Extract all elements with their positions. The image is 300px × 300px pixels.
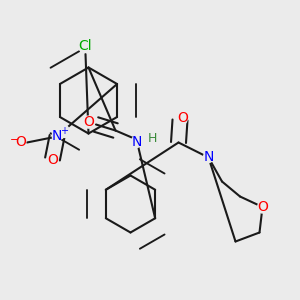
Ellipse shape	[79, 40, 92, 52]
Text: −: −	[10, 135, 19, 145]
Text: H: H	[147, 132, 157, 145]
Ellipse shape	[178, 112, 187, 124]
Ellipse shape	[84, 116, 93, 128]
Ellipse shape	[60, 125, 69, 137]
Ellipse shape	[48, 154, 57, 166]
Ellipse shape	[258, 201, 267, 213]
Ellipse shape	[147, 133, 157, 145]
Ellipse shape	[204, 151, 213, 163]
Text: N: N	[52, 129, 62, 142]
Text: O: O	[177, 112, 188, 125]
Text: O: O	[47, 154, 58, 167]
Ellipse shape	[132, 136, 141, 148]
Text: Cl: Cl	[79, 40, 92, 53]
Text: +: +	[61, 126, 68, 136]
Text: N: N	[131, 135, 142, 148]
Text: N: N	[203, 150, 214, 164]
Text: O: O	[16, 135, 26, 148]
Text: O: O	[83, 115, 94, 129]
Ellipse shape	[52, 130, 62, 142]
Text: O: O	[257, 200, 268, 214]
Ellipse shape	[16, 136, 26, 148]
